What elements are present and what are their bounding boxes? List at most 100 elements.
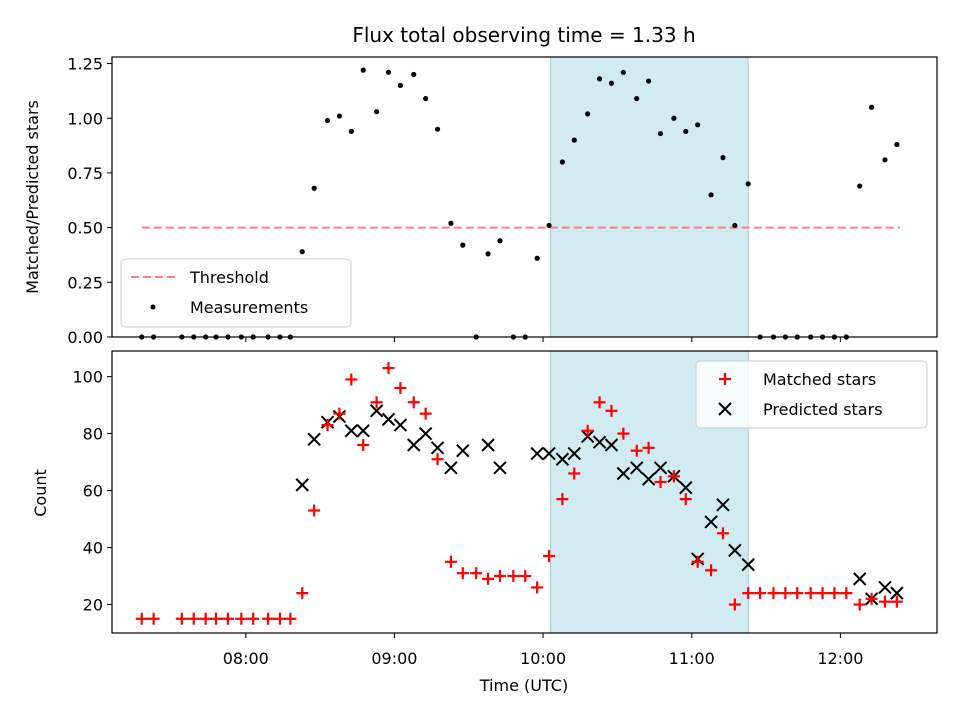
measurement-point [311,185,317,191]
x-tick-label: 12:00 [817,649,863,668]
predicted-legend-label: Predicted stars [763,400,883,419]
measurement-point [732,222,738,229]
bottom-y-tick-label: 40 [83,539,103,558]
matched-point [605,404,618,417]
measurement-point [336,113,343,119]
bottom-y-tick-label: 100 [72,368,103,387]
matched-point [444,555,457,568]
top-panel: 0.00 0.25 0.50 0.75 1.00 1.25 Matched/Predict… [23,55,938,347]
predicted-point [307,432,321,447]
top-plot-frame [111,56,938,338]
matched-point [493,570,506,583]
predicted-point [418,426,433,441]
matched-point [135,612,148,625]
x-tick-label: 09:00 [371,649,417,668]
x-tick-label: 11:00 [669,649,715,668]
matched-point [482,572,495,585]
measurement-point [360,67,366,73]
measurements-legend-label: Measurements [190,298,308,317]
measurement-point [608,80,615,86]
measurement-point [397,82,403,89]
bottom-panel: 20 40 60 80 100 08:00 09:00 10:00 11:00 12:00 Co… [31,350,938,695]
top-y-tick-label: 1.00 [67,109,103,128]
matched-point [617,427,630,440]
bottom-y-ticks: 20 40 60 80 100 [72,368,112,615]
matched-point [187,612,200,625]
measurement-point [348,128,354,134]
x-axis-label: Time (UTC) [479,676,568,695]
measurement-point [857,183,863,189]
measurement-point [671,115,677,121]
matched-point [556,493,569,506]
predicted-point [741,557,755,572]
matched-point [642,441,655,454]
predicted-point [493,461,507,475]
measurement-point [745,181,751,187]
top-y-tick-label: 0.75 [67,164,103,183]
predicted-point [852,572,867,586]
bottom-y-axis-label: Count [31,469,50,517]
matched-point [878,595,891,608]
measurement-point [683,128,689,134]
bottom-legend-box [695,360,928,429]
matched-point [394,382,407,395]
top-x-ticks [245,337,841,342]
matched-point [890,595,903,608]
matched-point [630,444,643,457]
top-y-tick-label: 1.25 [67,55,103,74]
matched-point [779,587,792,600]
predicted-point [604,438,619,452]
top-y-ticks: 0.00 0.25 0.50 0.75 1.00 1.25 [67,55,112,347]
measurement-point [423,95,429,102]
matched-point [519,570,532,583]
predicted-point [641,472,656,486]
measurement-point [448,220,454,226]
matched-point [456,567,469,580]
matched-point [804,587,817,600]
matched-point [321,419,334,432]
predicted-point [653,461,668,475]
measurement-point [585,111,591,117]
matched-point [308,504,321,517]
bottom-plot-frame [111,350,938,634]
top-y-tick-label: 0.25 [67,273,103,292]
measurement-point [534,255,540,261]
matched-legend-label: Matched stars [763,370,876,389]
measurement-point [868,104,875,110]
predicted-point [616,466,631,481]
matched-point [431,453,444,466]
measurement-point [559,159,566,165]
matched-point [333,407,346,420]
measurement-point [720,155,726,161]
predicted-point [430,441,445,455]
measurement-point [385,69,392,75]
matched-point [221,612,234,625]
matched-point [654,476,667,489]
matched-point [543,550,556,563]
measurement-point [299,249,305,255]
matched-point [840,587,853,600]
chart-title: Flux total observing time = 1.33 h [352,23,695,47]
measurement-point [546,222,552,229]
predicted-legend-swatch [718,402,732,416]
matched-point [247,612,260,625]
measurements-legend-swatch [150,304,156,310]
matched-point [262,612,275,625]
matched-point [667,470,680,483]
matched-point [296,587,309,600]
top-y-axis-label: Matched/Predicted stars [23,100,42,294]
predicted-point [679,481,693,495]
matched-point [716,527,729,540]
matched-point [865,592,878,605]
top-legend-box [120,258,352,328]
measurement-point [596,76,603,82]
matched-point [754,587,767,600]
matched-point [531,581,544,594]
measurement-point [497,238,503,244]
measurement-point [882,157,888,163]
predicted-point [344,424,359,438]
measurement-point [708,192,714,198]
predicted-point [630,461,644,475]
predicted-point [728,543,742,558]
top-shaded-interval [550,56,749,338]
